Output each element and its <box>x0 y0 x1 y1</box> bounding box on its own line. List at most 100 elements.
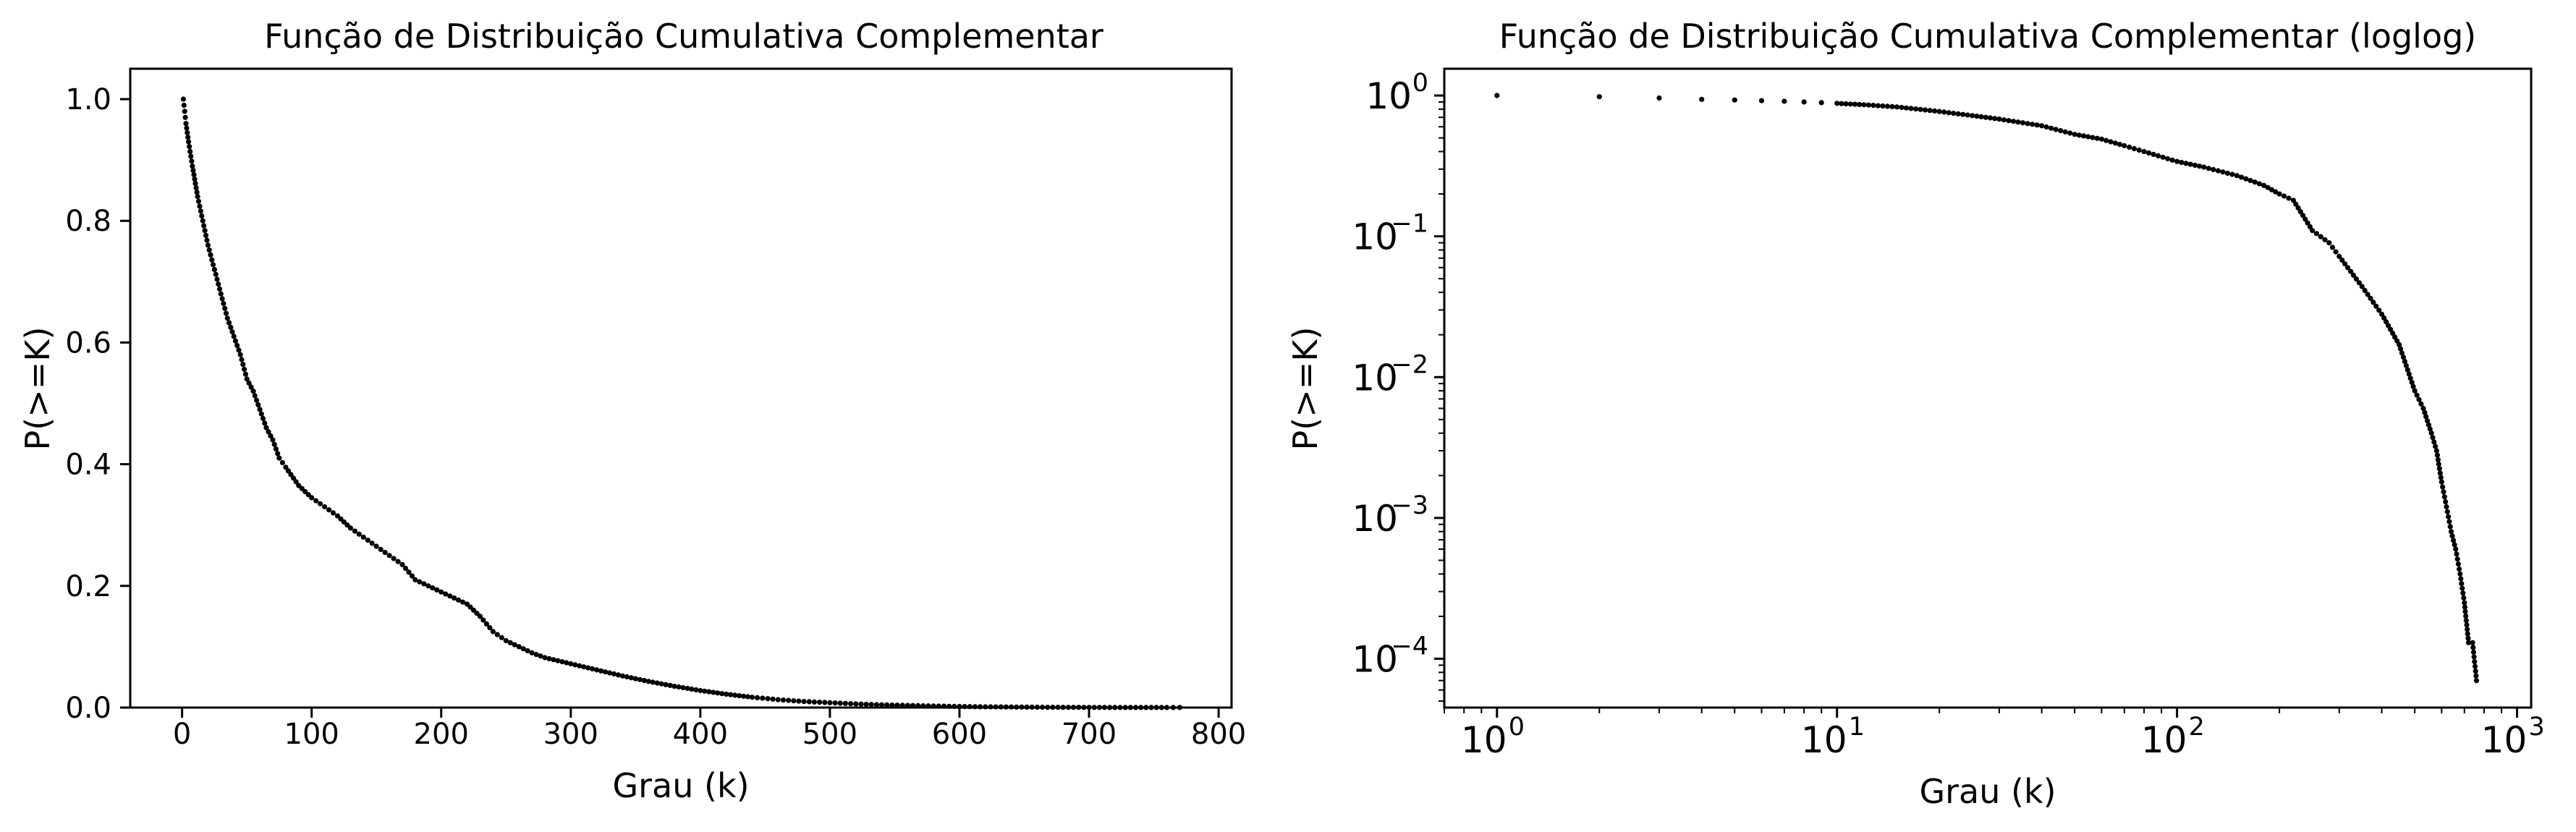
data-point <box>1996 116 2002 122</box>
data-point <box>237 352 243 357</box>
data-point-interp <box>2160 154 2166 160</box>
data-point-interp <box>191 172 197 178</box>
data-point-interp <box>203 232 209 238</box>
data-point-interp <box>213 271 219 277</box>
data-point-interp <box>512 642 517 648</box>
data-point-interp <box>189 158 195 164</box>
data-point-interp <box>1903 105 1910 111</box>
data-point <box>2261 182 2267 188</box>
data-point-interp <box>184 125 190 131</box>
data-point-interp <box>632 676 638 682</box>
data-point-interp <box>279 459 285 466</box>
data-point <box>250 389 256 394</box>
data-point-interp <box>254 397 260 403</box>
data-point <box>244 376 250 382</box>
data-point-interp <box>2146 150 2152 156</box>
data-point-interp <box>624 674 630 680</box>
data-point-interp <box>2435 457 2441 463</box>
data-point-interp <box>2454 556 2460 562</box>
data-point <box>2290 198 2297 203</box>
data-point <box>2465 640 2472 645</box>
data-point-interp <box>2356 280 2362 286</box>
data-point-interp <box>650 679 656 685</box>
data-point <box>425 583 431 589</box>
data-point-interp <box>2436 461 2441 467</box>
x-tick-label: 10 <box>2481 719 2528 761</box>
data-point-interp <box>187 144 192 150</box>
data-point-interp <box>676 684 682 690</box>
data-point-interp <box>470 607 477 614</box>
data-point <box>2174 158 2180 164</box>
data-point <box>1970 113 1975 119</box>
data-point-interp <box>559 659 565 665</box>
y-tick-label: 10 <box>1352 357 1398 399</box>
data-point-interp <box>770 696 776 702</box>
data-point-interp <box>430 585 436 591</box>
data-point-interp <box>2239 174 2245 180</box>
data-point-interp <box>786 697 792 703</box>
data-point-interp <box>2399 350 2405 356</box>
data-point-interp <box>255 402 261 408</box>
data-point-interp <box>1889 103 1895 109</box>
data-point-interp <box>667 682 673 689</box>
data-point-interp <box>1880 103 1886 109</box>
data-point-interp <box>382 550 388 556</box>
data-point-interp <box>2397 346 2404 352</box>
data-point-interp <box>581 664 587 670</box>
data-point-interp <box>2431 439 2437 445</box>
data-point-interp <box>780 697 787 703</box>
data-point <box>263 425 269 430</box>
data-point-interp <box>2458 576 2464 582</box>
data-point <box>2326 240 2332 246</box>
data-point-interp <box>1927 108 1933 114</box>
data-point-interp <box>293 479 299 485</box>
data-points-loglog <box>1494 93 2480 684</box>
y-axis-label-loglog: P(>=K) <box>1286 327 1325 451</box>
data-point <box>224 315 230 321</box>
data-point <box>1781 98 1787 104</box>
data-point-interp <box>273 446 279 452</box>
data-point-interp <box>2131 145 2138 152</box>
data-point-interp <box>275 451 281 457</box>
data-point-interp <box>2318 234 2323 239</box>
data-point <box>2359 284 2365 289</box>
data-point-interp <box>2342 261 2348 267</box>
data-point-interp <box>421 581 427 587</box>
data-point-interp <box>1884 103 1890 109</box>
data-point-interp <box>2053 127 2059 132</box>
data-point-interp <box>2410 383 2416 389</box>
data-point <box>698 687 703 694</box>
data-point-interp <box>1843 101 1849 107</box>
data-point <box>1699 96 1705 102</box>
data-point-interp <box>221 301 226 307</box>
data-point-interp <box>1918 106 1923 112</box>
data-point-interp <box>2422 409 2428 415</box>
data-point-interp <box>2058 128 2064 134</box>
data-point <box>2462 600 2467 606</box>
data-point-interp <box>706 689 712 695</box>
data-point-interp <box>1908 106 1914 111</box>
data-point-interp <box>2407 375 2413 381</box>
data-point-interp <box>2460 585 2465 591</box>
data-point-interp <box>391 556 397 561</box>
data-point-interp <box>1978 114 1984 119</box>
x-tick-label: 100 <box>284 718 339 751</box>
data-point-interp <box>2373 303 2379 309</box>
data-point <box>2039 123 2045 129</box>
data-point-interp <box>417 579 423 585</box>
data-point-interp <box>1965 112 1970 118</box>
data-point-interp <box>402 566 409 572</box>
data-point <box>568 661 574 667</box>
data-point-interp <box>2440 484 2446 490</box>
data-point-interp <box>2436 466 2442 472</box>
data-point-interp <box>369 540 375 546</box>
data-point-interp <box>209 257 215 263</box>
data-point-interp <box>248 384 254 390</box>
data-point-interp <box>685 685 690 692</box>
data-point-interp <box>577 663 582 668</box>
data-point-interp <box>447 593 453 599</box>
data-point-interp <box>760 695 766 701</box>
data-point-interp <box>1865 102 1871 108</box>
data-point-interp <box>2265 184 2271 190</box>
